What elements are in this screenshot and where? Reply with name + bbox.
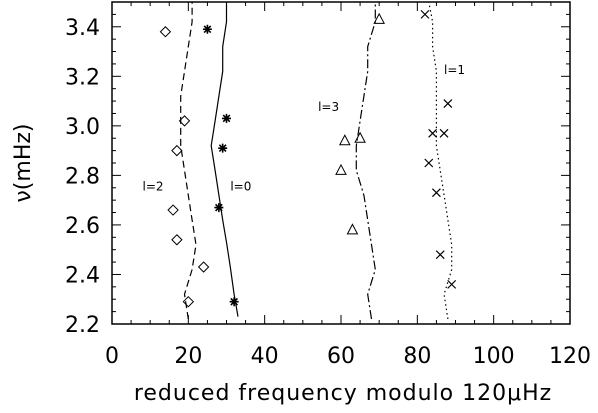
- point-l2: [182, 296, 195, 308]
- point-l3: [346, 223, 359, 235]
- series-line-l0: [210, 2, 239, 317]
- series-label-l0: l=0: [230, 179, 251, 193]
- point-l1: [428, 128, 438, 138]
- y-tick-label: 3.2: [65, 65, 100, 90]
- x-tick-label: 0: [105, 344, 119, 369]
- y-tick-label: 3.4: [65, 16, 100, 41]
- point-l0: [218, 143, 228, 153]
- x-tick-label: 20: [174, 344, 202, 369]
- y-tick-label: 2.2: [65, 313, 100, 338]
- series-line-l1: [428, 1, 453, 320]
- point-l0: [202, 24, 212, 34]
- x-axis-label: reduced frequency modulo 120μHz: [134, 381, 552, 406]
- point-l2: [159, 26, 172, 38]
- point-l0: [214, 203, 224, 213]
- y-tick-label: 2.6: [65, 214, 100, 239]
- y-tick-label: 3.0: [65, 115, 100, 140]
- x-tick-label: 60: [327, 344, 355, 369]
- x-tick-label: 80: [403, 344, 431, 369]
- y-tick-label: 2.8: [65, 164, 100, 189]
- x-tick-label: 120: [549, 344, 591, 369]
- chart-ticks: 0 20 40 60 80 100 120 2.2 2.4 2.6 2.8 3.0 3.2 3.4: [65, 1, 591, 369]
- point-l0: [229, 297, 239, 307]
- point-l1: [443, 99, 453, 108]
- point-l3: [335, 163, 347, 175]
- y-tick-label: 2.4: [65, 263, 100, 288]
- point-l2: [178, 115, 191, 127]
- point-l3: [354, 131, 366, 143]
- point-l2: [167, 204, 179, 216]
- point-l2: [197, 261, 210, 273]
- point-l2: [171, 234, 183, 246]
- point-l1: [424, 158, 434, 168]
- point-l3: [338, 134, 351, 146]
- chart-marks: l=0 l=2 l=3 l=1: [143, 1, 465, 320]
- series-line-l3: [355, 2, 376, 320]
- point-l1: [447, 279, 457, 289]
- point-l1: [439, 128, 449, 138]
- series-label-l3: l=3: [318, 100, 339, 114]
- plot-frame: [111, 1, 571, 325]
- x-tick-label: 40: [251, 344, 279, 369]
- point-l0: [222, 113, 231, 123]
- point-l1: [420, 9, 430, 19]
- series-line-l2: [180, 2, 197, 320]
- y-axis-label: ν(mHz): [11, 124, 36, 203]
- point-l3: [373, 12, 385, 24]
- x-tick-label: 100: [473, 344, 515, 369]
- point-l1: [435, 250, 445, 260]
- point-l1: [431, 188, 441, 198]
- series-label-l1: l=1: [444, 63, 465, 77]
- series-label-l2: l=2: [143, 179, 164, 193]
- point-l2: [171, 144, 183, 157]
